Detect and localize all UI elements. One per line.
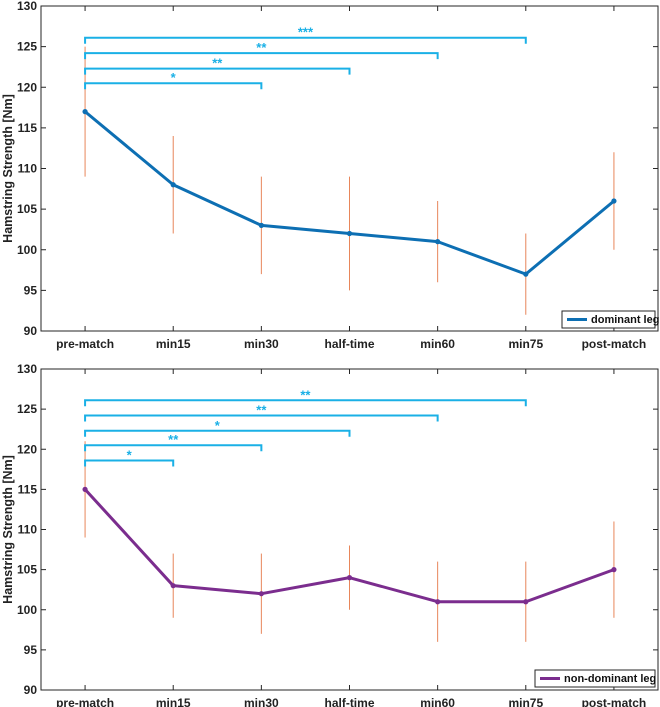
chart-0-xtick-label-2: min30 (244, 337, 279, 351)
chart-0-ytick-label-8: 130 (17, 0, 37, 13)
chart-0-point-4 (435, 239, 441, 245)
chart-0-point-6 (611, 198, 617, 204)
chart-0-legend: dominant leg (561, 310, 659, 329)
chart-1-point-6 (611, 567, 617, 573)
chart-1-point-2 (258, 591, 264, 597)
chart-1-sig-bracket-0 (84, 459, 175, 467)
chart-0-ylabel: Hamstring Strength [Nm] (1, 94, 15, 243)
chart-0-point-5 (523, 271, 529, 277)
chart-1-sig-bracket-1 (84, 444, 263, 452)
chart-0-ytick-label-4: 110 (18, 162, 38, 176)
panel-dominant-leg: 90 95 100 105 110 115 120 125 130 pre-match min15 m… (1, 0, 659, 351)
chart-0-sig-bracket-2 (84, 52, 439, 60)
chart-0-xtick-label-4: min60 (420, 337, 455, 351)
chart-1-plot-area (40, 368, 659, 691)
chart-1-legend-box (534, 669, 656, 688)
chart-1-ylabel: Hamstring Strength [Nm] (1, 455, 15, 604)
chart-1-sig-bracket-3 (84, 414, 439, 422)
chart-1-legend: non-dominant leg (534, 669, 656, 688)
chart-0-sig-bracket-1 (84, 67, 351, 75)
chart-1-legend-label: non-dominant leg (564, 673, 656, 685)
chart-0-sig-label-2: ** (256, 40, 267, 55)
chart-1-xtick-label-6: post-match (582, 696, 647, 707)
chart-0-ytick-label-0: 90 (24, 324, 38, 338)
chart-1-ytick-label-6: 120 (17, 442, 37, 456)
chart-1-sig-bracket-2 (84, 429, 351, 437)
chart-1-sig-label-4: ** (300, 387, 311, 402)
chart-1-ytick-label-3: 105 (17, 563, 37, 577)
chart-1-xtick-label-3: half-time (324, 696, 374, 707)
chart-0-point-3 (346, 230, 353, 237)
chart-1-ytick-label-2: 100 (17, 603, 37, 617)
chart-0-point-2 (258, 222, 264, 228)
chart-0-ytick-label-7: 125 (17, 40, 37, 54)
panel-non-dominant-leg: 90 95 100 105 110 115 120 125 130 pre-match min15 m… (1, 362, 659, 707)
chart-0-ytick-label-5: 115 (18, 121, 38, 135)
chart-1-point-1 (170, 583, 176, 589)
chart-0-sig-label-0: * (171, 70, 177, 85)
chart-0-sig-bracket-0 (84, 82, 263, 90)
chart-0-ytick-label-2: 100 (17, 243, 37, 257)
chart-1-ytick-label-5: 115 (18, 482, 38, 496)
chart-1-ytick-label-7: 125 (17, 402, 37, 416)
chart-0-xtick-label-6: post-match (582, 337, 647, 351)
chart-0-xtick-label-1: min15 (156, 337, 191, 351)
chart-1-xtick-label-0: pre-match (56, 696, 114, 707)
chart-1-sig-label-1: ** (168, 432, 179, 447)
chart-1-xtick-label-5: min75 (508, 696, 543, 707)
chart-1-sig-bracket-4 (84, 399, 527, 407)
chart-1-xtick-label-2: min30 (244, 696, 279, 707)
chart-0-xtick-label-0: pre-match (56, 337, 114, 351)
chart-0-ytick-label-6: 120 (17, 80, 37, 94)
chart-1-point-5 (523, 599, 529, 605)
chart-0-xtick-label-5: min75 (508, 337, 543, 351)
chart-0-legend-label: dominant leg (591, 314, 659, 326)
chart-1-sig-label-0: * (127, 447, 133, 462)
chart-1-point-4 (435, 599, 441, 605)
chart-1-xtick-label-1: min15 (156, 696, 191, 707)
chart-0-xtick-label-3: half-time (324, 337, 374, 351)
chart-0-ytick-label-1: 95 (24, 283, 38, 297)
chart-1-ytick-label-4: 110 (18, 523, 38, 537)
chart-1-sig-label-3: ** (256, 403, 267, 418)
chart-1-ytick-label-1: 95 (24, 643, 38, 657)
chart-0-ytick-label-3: 105 (17, 202, 37, 216)
chart-1-ytick-label-8: 130 (17, 362, 37, 376)
chart-1-point-0 (82, 486, 88, 492)
chart-1-ytick-label-0: 90 (24, 683, 38, 697)
chart-0-point-0 (82, 109, 88, 115)
chart-1-point-3 (346, 575, 353, 581)
chart-0-sig-bracket-3 (84, 36, 527, 44)
chart-0-legend-box (561, 310, 656, 329)
chart-0-sig-label-3: *** (298, 25, 314, 40)
chart-1-sig-label-2: * (215, 418, 221, 433)
chart-0-sig-label-1: ** (212, 56, 223, 71)
chart-0-point-1 (170, 182, 176, 188)
chart-1-xtick-label-4: min60 (420, 696, 455, 707)
